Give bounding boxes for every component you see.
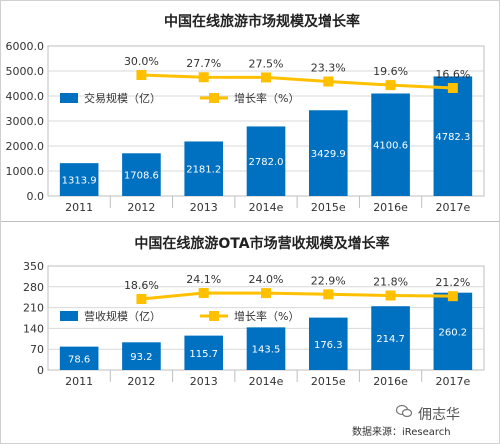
growth-line: [141, 73, 453, 90]
bar-2012: [122, 342, 161, 370]
bar-2017e: [433, 76, 473, 196]
bar-2011: [59, 163, 99, 196]
chart-title: 中国在线旅游OTA市场营收规模及增长率: [134, 235, 389, 252]
bar-value-label: 1313.9: [62, 176, 97, 187]
bar-2014e: [246, 327, 286, 370]
growth-value-label: 22.9%: [311, 274, 346, 287]
growth-value-label: 24.0%: [249, 273, 284, 286]
growth-point-2013: [198, 288, 209, 298]
growth-point-2014e: [261, 72, 271, 83]
chart-title: 中国在线旅游市场规模及增长率: [164, 13, 360, 30]
wechat-icon: [396, 404, 412, 418]
bar-2013: [184, 141, 224, 196]
x-tick-label: 2011: [65, 201, 93, 214]
legend-line-label: 增长率（%）: [234, 309, 299, 323]
y-tick-label: 140: [23, 322, 44, 335]
y-tick-label: 1000.0: [6, 165, 45, 178]
x-tick-label: 2013: [190, 375, 218, 388]
y-tick-label: 6000.0: [6, 40, 45, 53]
y-tick-label: 0: [37, 364, 44, 377]
chart-panel-ota-revenue: 中国在线旅游OTA市场营收规模及增长率 0 70 140 210 280 350 2011 20…: [0, 222, 500, 444]
bar-value-label: 2181.2: [186, 165, 221, 176]
growth-value-label: 21.8%: [373, 276, 408, 289]
growth-point-2017e: [447, 83, 458, 93]
source-note: 数据来源：iResearch: [352, 427, 451, 438]
y-tick-label: 3000.0: [6, 115, 45, 128]
y-tick-label: 210: [23, 302, 44, 315]
growth-point-2017e: [447, 291, 458, 302]
x-tick-label: 2013: [190, 201, 218, 214]
bar-value-label: 214.7: [376, 334, 405, 345]
growth-point-2016e: [385, 290, 396, 301]
growth-point-2014e: [261, 288, 271, 299]
y-tick-label: 0.0: [27, 190, 45, 203]
bar-2015e: [308, 317, 348, 370]
x-tick-label: 2017e: [435, 201, 470, 214]
growth-value-label: 27.7%: [186, 57, 221, 70]
growth-point-2015e: [323, 76, 334, 87]
growth-point-2016e: [385, 80, 396, 91]
legend-line-marker: [209, 311, 219, 321]
bar-value-label: 2782.0: [249, 157, 284, 168]
growth-value-label: 30.0%: [124, 55, 159, 68]
bar-value-label: 78.6: [68, 354, 90, 365]
bar-2013: [184, 335, 224, 370]
bar-2014e: [246, 126, 286, 196]
growth-value-label: 27.5%: [249, 57, 284, 70]
y-tick-label: 4000.0: [6, 90, 45, 103]
growth-value-label: 16.6%: [435, 68, 470, 81]
growth-value-label: 18.6%: [124, 279, 159, 292]
growth-value-label: 24.1%: [186, 273, 221, 286]
chart-market-size: 中国在线旅游市场规模及增长率 0.0 1000.0 2000.0 3000.0 4000.…: [6, 13, 485, 214]
y-tick-label: 70: [30, 343, 44, 356]
bar-2011: [59, 346, 99, 370]
bar-2016e: [371, 306, 410, 370]
legend-line-marker: [209, 93, 219, 103]
x-tick-label: 2016e: [373, 375, 408, 388]
growth-point-2012: [136, 70, 147, 80]
x-tick-label: 2017e: [435, 375, 470, 388]
bar-value-label: 1708.6: [124, 171, 159, 182]
legend-line-label: 增长率（%）: [234, 91, 299, 105]
growth-value-label: 19.6%: [373, 65, 408, 78]
growth-value-label: 23.3%: [311, 62, 346, 75]
bar-value-label: 3429.9: [311, 149, 346, 160]
x-tick-label: 2011: [65, 375, 93, 388]
growth-point-2015e: [323, 289, 334, 300]
bar-value-label: 260.2: [439, 327, 468, 338]
bar-value-label: 115.7: [189, 349, 218, 360]
bar-2012: [122, 153, 161, 196]
x-tick-label: 2012: [127, 375, 155, 388]
y-tick-label: 5000.0: [6, 65, 45, 78]
x-tick-label: 2015e: [311, 201, 346, 214]
bar-value-label: 4782.3: [435, 132, 470, 143]
x-tick-label: 2014e: [249, 375, 284, 388]
divider: [0, 221, 500, 222]
x-tick-label: 2014e: [249, 201, 284, 214]
legend-bar-swatch: [60, 311, 78, 321]
x-tick-label: 2012: [127, 201, 155, 214]
legend-bar-label: 营收规模（亿）: [84, 309, 161, 323]
legend-bar-label: 交易规模（亿）: [84, 91, 161, 105]
bar-value-label: 143.5: [252, 345, 281, 356]
y-tick-label: 280: [23, 281, 44, 294]
growth-line: [141, 291, 453, 301]
bar-2015e: [308, 110, 348, 196]
growth-point-2012: [136, 294, 147, 304]
growth-point-2013: [198, 72, 209, 83]
bar-value-label: 176.3: [314, 340, 343, 351]
chart-ota-revenue: 中国在线旅游OTA市场营收规模及增长率 0 70 140 210 280 350 2011 20…: [23, 235, 485, 388]
bar-2016e: [371, 93, 410, 196]
watermark-text: 佣志华: [418, 407, 460, 423]
bar-value-label: 4100.6: [373, 141, 408, 152]
growth-value-label: 21.2%: [435, 276, 470, 289]
x-tick-label: 2015e: [311, 375, 346, 388]
y-tick-label: 350: [23, 260, 44, 273]
bar-value-label: 93.2: [130, 352, 152, 363]
chart-panel-market-size: 中国在线旅游市场规模及增长率 0.0 1000.0 2000.0 3000.0 4000.…: [5, 13, 485, 214]
y-tick-label: 2000.0: [6, 140, 45, 153]
legend-bar-swatch: [60, 93, 78, 103]
x-tick-label: 2016e: [373, 201, 408, 214]
bar-2017e: [433, 292, 473, 370]
